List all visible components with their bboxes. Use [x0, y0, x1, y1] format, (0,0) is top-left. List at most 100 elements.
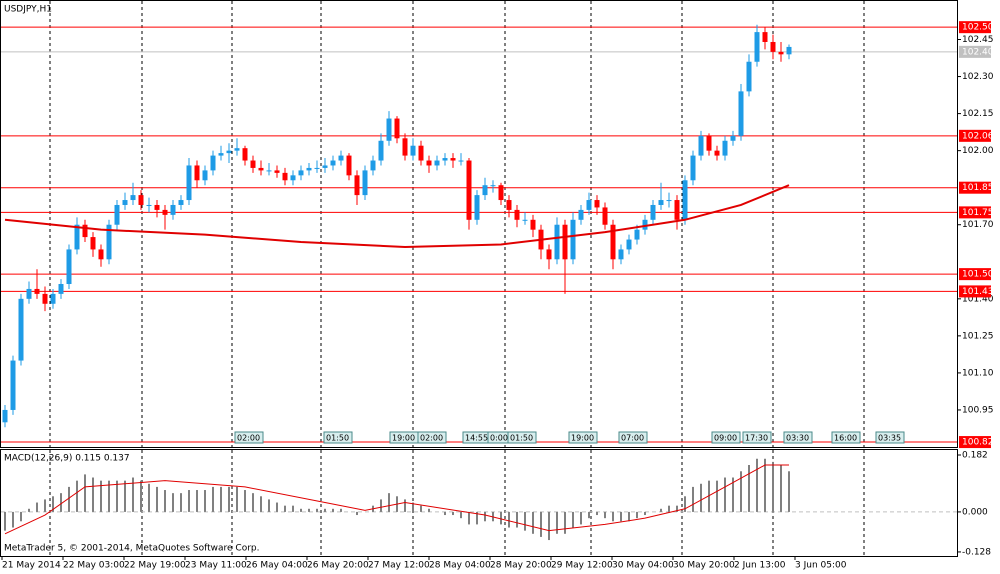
candle-body — [690, 155, 696, 181]
level-tag — [959, 129, 991, 142]
bid-tag — [959, 45, 991, 58]
event-label: 07:00 — [621, 434, 644, 443]
x-tick-label: 3 Jun 05:00 — [795, 561, 847, 571]
candle-body — [218, 153, 224, 156]
x-tick-label: 26 May 20:00 — [307, 561, 369, 571]
candle-body — [130, 195, 136, 201]
candle-body — [50, 293, 56, 304]
event-tag — [875, 431, 905, 444]
candle-body — [402, 138, 408, 156]
candle-body — [114, 204, 120, 225]
candle-body — [362, 170, 368, 196]
candle-body — [458, 160, 464, 162]
candle-body — [786, 46, 792, 55]
candle-body — [386, 118, 392, 141]
level-tag — [959, 206, 991, 219]
candle-body — [146, 204, 152, 206]
candle-body — [618, 249, 624, 260]
candle-body — [282, 172, 288, 181]
candle-body — [746, 61, 752, 92]
candle-body — [274, 170, 280, 173]
level-tag — [959, 181, 991, 194]
event-tag — [742, 431, 772, 444]
candle-body — [770, 41, 776, 52]
event-tag — [417, 431, 447, 444]
macd-tick-label: 0.182 — [962, 451, 988, 461]
candle-body — [738, 91, 744, 136]
candle-body — [658, 200, 664, 205]
candle-body — [466, 160, 472, 220]
event-label: 19:00 — [571, 434, 594, 443]
level-label: 100.82 — [962, 438, 994, 448]
level-label: 101.75 — [962, 208, 994, 218]
y-tick-label: 102.15 — [962, 109, 994, 119]
y-tick-label: 101.40 — [962, 294, 994, 304]
macd-tick-label: -0.128 — [962, 547, 991, 557]
candle-body — [42, 293, 48, 304]
candle-body — [434, 160, 440, 166]
candle-body — [234, 148, 240, 151]
candle-body — [266, 170, 272, 172]
event-tag — [568, 431, 598, 444]
level-label: 102.06 — [962, 131, 994, 141]
candle-body — [378, 140, 384, 161]
candle-body — [506, 200, 512, 210]
x-tick-label: 30 May 20:00 — [673, 561, 735, 571]
candle-body — [626, 239, 632, 250]
level-tag — [959, 436, 991, 449]
macd-label: MACD(12,26,9) 0.115 0.137 — [4, 454, 130, 464]
candle-body — [194, 165, 200, 181]
x-tick-label: 21 May 2014 — [2, 561, 61, 571]
candle-body — [394, 118, 400, 139]
event-label: 19:00 — [392, 434, 415, 443]
main-frame — [0, 0, 958, 448]
candle-body — [178, 200, 184, 205]
candle-body — [154, 204, 160, 210]
candle-body — [330, 160, 336, 166]
candle-body — [530, 219, 536, 230]
candle-body — [442, 158, 448, 161]
candle-body — [354, 175, 360, 196]
candle-body — [58, 284, 64, 294]
candle-body — [594, 200, 600, 208]
candle-body — [450, 158, 456, 161]
y-tick-label: 102.00 — [962, 146, 994, 156]
candle-body — [82, 224, 88, 238]
candle-body — [346, 155, 352, 176]
x-tick-label: 27 May 12:00 — [368, 561, 430, 571]
candle-body — [418, 145, 424, 161]
candle-body — [202, 170, 208, 181]
candle-body — [490, 185, 496, 187]
candle-body — [706, 135, 712, 151]
candle-body — [298, 170, 304, 176]
candle-body — [482, 185, 488, 196]
event-label: 03:35 — [878, 434, 901, 443]
candle-body — [74, 224, 80, 250]
candle-body — [410, 145, 416, 156]
event-tag — [507, 431, 537, 444]
level-tag — [959, 285, 991, 298]
candle-body — [474, 195, 480, 220]
candle-body — [250, 160, 256, 168]
candle-body — [730, 135, 736, 141]
candle-body — [306, 167, 312, 171]
macd-tick-label: 0.000 — [962, 507, 988, 517]
x-tick-label: 23 May 11:00 — [185, 561, 247, 571]
candle-body — [674, 200, 680, 220]
candle-body — [106, 224, 112, 260]
event-label: 02:00 — [237, 434, 260, 443]
event-label: 01:50 — [326, 434, 349, 443]
candle-body — [26, 288, 32, 299]
x-tick-label: 2 Jun 13:00 — [734, 561, 786, 571]
level-label: 101.50 — [962, 270, 994, 280]
candle-body — [258, 167, 264, 171]
candle-body — [426, 160, 432, 166]
x-tick-label: 29 May 12:00 — [551, 561, 613, 571]
candle-body — [226, 150, 232, 154]
x-tick-label: 26 May 04:00 — [246, 561, 308, 571]
candle-body — [498, 185, 504, 201]
candle-body — [90, 237, 96, 250]
event-tag — [711, 431, 741, 444]
candle-body — [34, 288, 40, 294]
candle-body — [682, 180, 688, 220]
